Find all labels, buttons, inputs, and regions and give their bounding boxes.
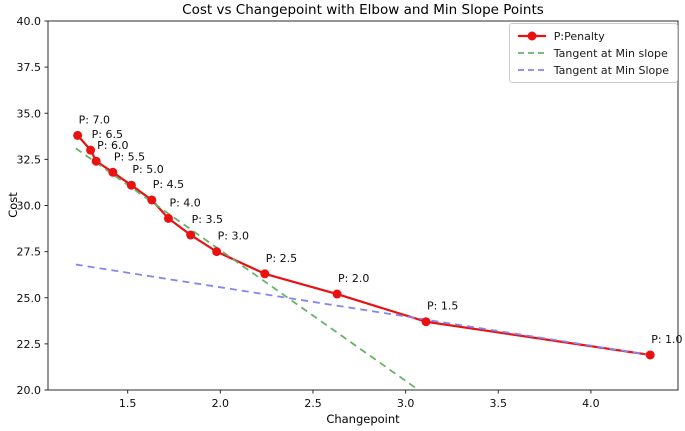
point-label: P: 3.5: [192, 213, 223, 226]
point-label: P: 1.0: [651, 333, 682, 346]
legend-label-penalty: P:Penalty: [553, 29, 605, 43]
penalty-point-marker: [86, 145, 96, 155]
y-tick-label: 22.5: [17, 338, 42, 351]
penalty-point-marker: [260, 269, 270, 279]
legend-entry-tangent-min-slope-green: Tangent at Min slope: [517, 45, 669, 61]
point-label: P: 4.5: [153, 178, 184, 191]
x-axis-label: Changepoint: [326, 412, 400, 426]
legend: P:Penalty Tangent at Min slope Tangent a…: [508, 23, 678, 83]
point-label: P: 1.5: [427, 300, 458, 313]
x-tick-label: 3.0: [397, 397, 415, 410]
penalty-point-marker: [421, 317, 431, 327]
point-label: P: 6.0: [97, 139, 128, 152]
point-label: P: 2.0: [338, 272, 369, 285]
point-label: P: 4.0: [169, 196, 200, 209]
y-tick-label: 27.5: [17, 246, 42, 259]
penalty-point-marker: [147, 195, 157, 205]
x-tick-label: 4.0: [582, 397, 600, 410]
x-tick-label: 2.5: [304, 397, 322, 410]
x-tick-label: 1.5: [119, 397, 137, 410]
y-tick-label: 35.0: [17, 107, 42, 120]
y-tick-label: 30.0: [17, 200, 42, 213]
legend-green-dashed-line-icon: [517, 52, 546, 54]
y-tick-label: 20.0: [17, 384, 42, 397]
point-label: P: 3.0: [218, 230, 249, 243]
y-tick-label: 32.5: [17, 153, 42, 166]
y-axis-label: Cost: [6, 192, 20, 218]
legend-entry-penalty: P:Penalty: [517, 28, 669, 44]
legend-blue-dashed-line-icon: [517, 69, 546, 71]
penalty-point-marker: [186, 230, 196, 240]
legend-penalty-line-icon: [517, 31, 546, 41]
point-label: P: 2.5: [266, 252, 297, 265]
penalty-point-marker: [332, 289, 342, 299]
legend-label-tangent-green: Tangent at Min slope: [553, 46, 668, 60]
point-label: P: 7.0: [79, 113, 110, 126]
chart-title: Cost vs Changepoint with Elbow and Min S…: [182, 2, 544, 18]
penalty-point-marker: [126, 180, 136, 190]
axes-spines: [47, 20, 679, 391]
x-tick-label: 3.5: [490, 397, 508, 410]
tangent-line-green: [75, 147, 420, 391]
penalty-point-marker: [73, 130, 83, 140]
tangent-line-blue: [75, 263, 651, 356]
point-label: P: 5.5: [114, 150, 145, 163]
y-tick-label: 40.0: [17, 15, 42, 28]
penalty-point-marker: [212, 247, 222, 257]
penalty-point-marker: [108, 167, 118, 177]
legend-label-tangent-blue: Tangent at Min Slope: [553, 63, 669, 77]
y-tick-label: 37.5: [17, 61, 42, 74]
point-label: P: 5.0: [132, 163, 163, 176]
point-label: P: 6.5: [92, 128, 123, 141]
penalty-point-marker: [91, 156, 101, 166]
penalty-point-marker: [163, 213, 173, 223]
penalty-point-marker: [645, 350, 655, 360]
y-tick-label: 25.0: [17, 292, 42, 305]
x-tick-label: 2.0: [212, 397, 230, 410]
legend-entry-tangent-min-slope-blue: Tangent at Min Slope: [517, 62, 669, 78]
